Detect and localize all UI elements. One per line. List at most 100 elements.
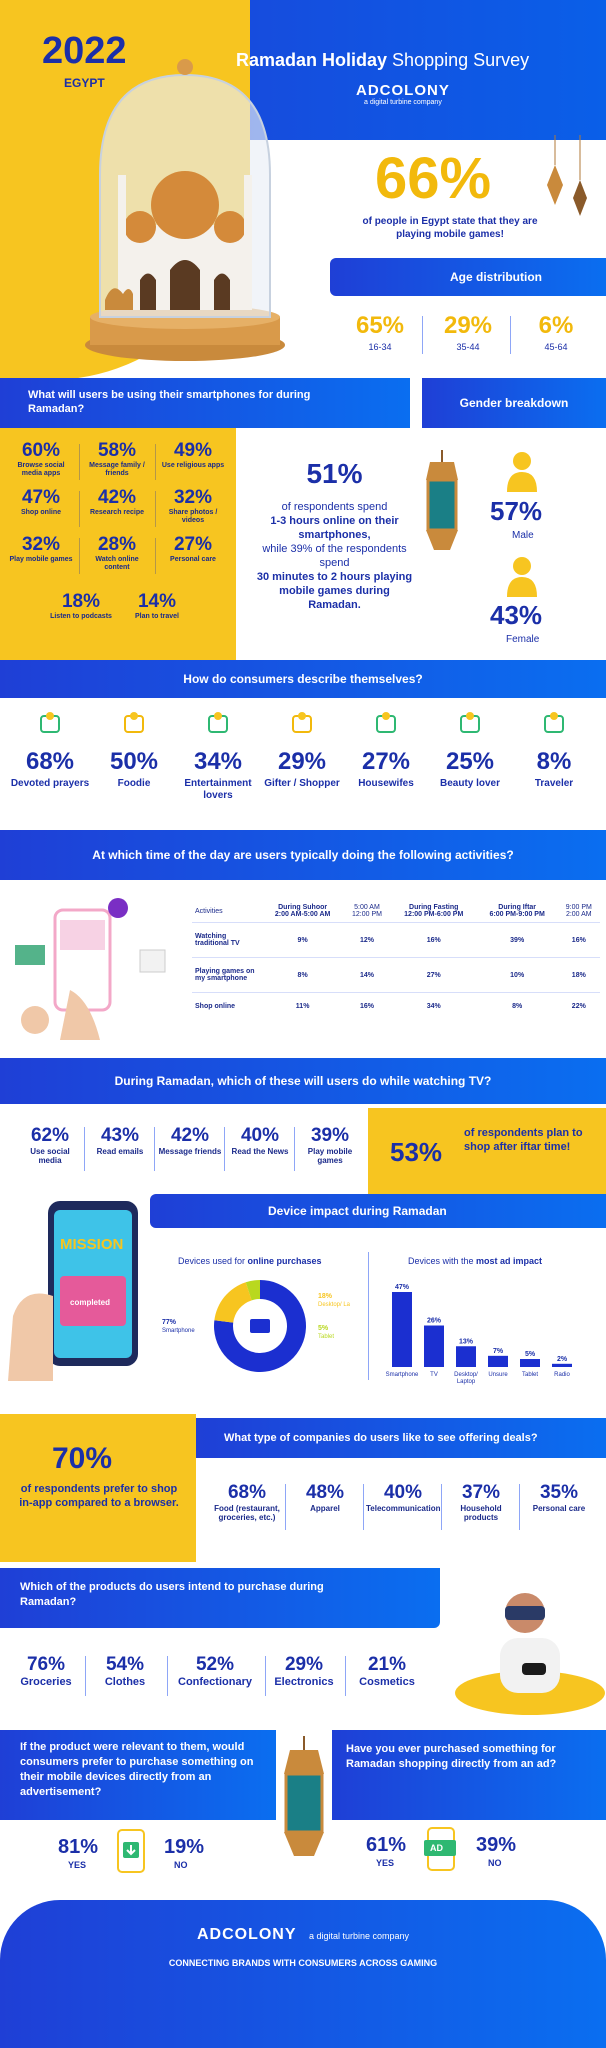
device-title: Device impact during Ramadan [268, 1204, 447, 1218]
smartphone-use-value: 60% [21, 440, 61, 461]
smartphone-header: What will users be using their smartphon… [0, 378, 410, 428]
describe-header: How do consumers describe themselves? [0, 660, 606, 698]
ad-q2-panel: Have you ever purchased something for Ra… [332, 1730, 606, 1820]
tv-value: 42% [170, 1125, 210, 1146]
activity-value: 10% [510, 971, 525, 979]
smartphone-use-item: 32% Share photos / videos [160, 487, 226, 525]
describe-value: 50% [109, 748, 159, 775]
smartphone-use-item: 47% Shop online [8, 487, 74, 517]
activity-value: 9% [297, 936, 308, 944]
smartphone-use-label: Plan to travel [135, 613, 179, 620]
age-item: 29% 35-44 [428, 312, 508, 352]
product-value: 54% [105, 1654, 145, 1675]
grid-divider [79, 538, 80, 574]
footer [0, 1900, 606, 2048]
iftar-panel [368, 1108, 606, 1194]
phone-completed-text: completed [70, 1298, 111, 1307]
tv-divider [294, 1127, 295, 1171]
ad-impact-value-label: 13% [459, 1338, 474, 1345]
company-divider [363, 1484, 364, 1530]
hero-stat: 66% [375, 146, 492, 211]
activities-table: Activities During Suhoor 2:00 AM-5:00 AM … [192, 900, 600, 1020]
download-phone-icon [117, 1829, 145, 1873]
describe-label: Foodie [117, 778, 151, 789]
describe-item: 25% Beauty lover [430, 708, 510, 790]
hand-phone-shopping-illustration [15, 898, 166, 1040]
company-value: 48% [305, 1482, 345, 1503]
activities-title: At which time of the day are users typic… [92, 848, 514, 862]
smartphone-use-value: 49% [173, 440, 213, 461]
inapp-text: of respondents prefer to shop in-app com… [19, 1483, 179, 1509]
ad-q2-text: Have you ever purchased something for Ra… [346, 1743, 557, 1770]
companies-title: What type of companies do users like to … [224, 1432, 538, 1444]
tv-item: 40% Read the News [228, 1125, 292, 1156]
age-distribution: 65% 16-34 29% 35-44 6% 45-64 [340, 312, 600, 362]
no1-label: NO [174, 1860, 188, 1870]
smartphone-use-value: 42% [97, 487, 137, 508]
smartphone-use-label: Message family / friends [89, 462, 145, 477]
age-header: Age distribution [330, 258, 606, 296]
product-item: 29% Electronics [268, 1654, 340, 1688]
describe-item: 29% Gifter / Shopper [262, 708, 342, 790]
company-label: Household products [460, 1504, 502, 1522]
activity-value: 11% [295, 1003, 310, 1010]
vr-gamer-illustration [455, 1593, 605, 1715]
describe-item: 50% Foodie [94, 708, 174, 790]
ad-q1-text: If the product were relevant to them, wo… [20, 1741, 254, 1798]
ad-impact-value-label: 2% [557, 1356, 568, 1363]
ad-impact-category-label: Smartphone [386, 1372, 419, 1378]
company-divider [285, 1484, 286, 1530]
activity-value: 16% [571, 936, 586, 944]
smartphone-use-label: Research recipe [89, 509, 145, 516]
age-title: Age distribution [450, 270, 542, 284]
ad-impact-category-label: Laptop [457, 1379, 476, 1385]
age-label: 16-34 [368, 342, 392, 352]
ad-impact-value-label: 26% [427, 1318, 442, 1325]
ad-impact-category-label: Radio [554, 1372, 570, 1378]
age-divider [510, 316, 511, 354]
hanging-lanterns-decoration [547, 135, 587, 216]
footer-logo: ADCOLONY a digital turbine company [170, 1926, 436, 1944]
housewife-icon [376, 712, 396, 733]
activities-head-row: Activities During Suhoor 2:00 AM-5:00 AM … [192, 900, 600, 923]
describe-row: 68% Devoted prayers 50% Foodie 34% Entertainm… [10, 708, 600, 818]
tv-header: During Ramadan, which of these will user… [0, 1058, 606, 1104]
hand-phone-game-illustration [8, 1201, 138, 1381]
male-icon [507, 452, 537, 492]
col-header: 5:00 AM 12:00 PM [351, 904, 382, 918]
company-item: 40% Telecommunication [366, 1482, 441, 1513]
activity-label: Playing games on my smartphone [195, 968, 255, 982]
tv-title: During Ramadan, which of these will user… [114, 1074, 492, 1088]
grid-divider [79, 491, 80, 527]
tv-divider [84, 1127, 85, 1171]
no2-label: NO [488, 1858, 502, 1868]
smartphone-use-label: Play mobile games [9, 556, 73, 563]
age-divider [422, 316, 423, 354]
time-spent-stat: 51% [306, 458, 363, 489]
smartphone-use-label: Listen to podcasts [50, 613, 112, 620]
product-value: 29% [284, 1654, 324, 1675]
country-label: EGYPT [64, 76, 105, 90]
product-divider [265, 1656, 266, 1696]
activity-value: 22% [571, 1003, 586, 1010]
company-value: 37% [461, 1482, 501, 1503]
time-spent-bold2: 30 minutes to 2 hours playing mobile gam… [256, 571, 413, 611]
smartphone-use-item: 27% Personal care [160, 534, 226, 564]
activity-label: Shop online [195, 1003, 236, 1010]
gender-header: Gender breakdown [422, 378, 606, 428]
activity-value: 18% [571, 971, 586, 979]
adcolony-sub: a digital turbine company [364, 99, 442, 106]
tv-label: Message friends [158, 1147, 222, 1156]
tv-value: 39% [310, 1125, 350, 1146]
ad-impact-value-label: 5% [525, 1351, 536, 1358]
smartphone-use-value: 32% [173, 487, 213, 508]
activity-value: 14% [359, 971, 374, 979]
age-item: 6% 45-64 [516, 312, 596, 352]
year-label: 2022 [42, 30, 127, 72]
tv-value: 62% [30, 1125, 70, 1146]
describe-label: Traveler [534, 778, 574, 789]
smartphone-use-value: 47% [21, 487, 61, 508]
activity-value: 8% [297, 971, 308, 979]
company-value: 40% [383, 1482, 423, 1503]
